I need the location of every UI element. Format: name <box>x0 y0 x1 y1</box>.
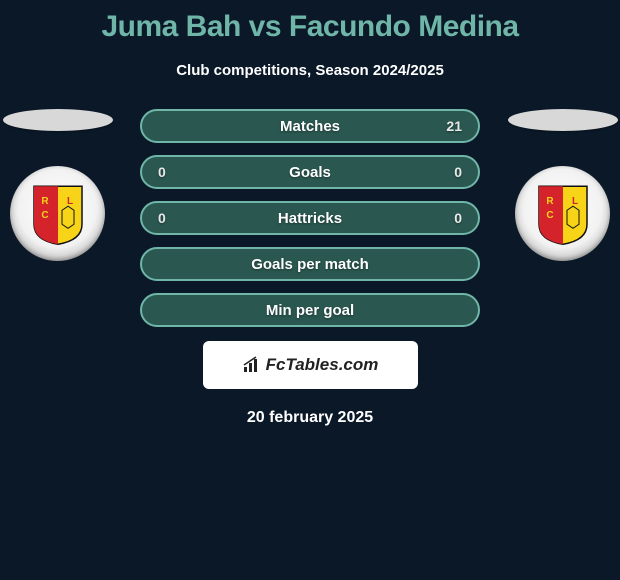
svg-text:L: L <box>66 196 72 207</box>
lens-shield-icon: R C L <box>537 184 589 246</box>
chart-icon <box>242 356 262 374</box>
subtitle: Club competitions, Season 2024/2025 <box>0 62 620 79</box>
stat-left-value: 0 <box>158 210 166 226</box>
svg-text:L: L <box>571 196 577 207</box>
player-right-column: R C L <box>505 109 620 261</box>
stat-left-value: 0 <box>158 164 166 180</box>
date-text: 20 february 2025 <box>0 409 620 427</box>
stat-row-matches: Matches 21 <box>140 109 480 143</box>
stat-right-value: 0 <box>454 164 462 180</box>
player-left-column: R C L <box>0 109 115 261</box>
page-title: Juma Bah vs Facundo Medina <box>0 0 620 44</box>
stat-right-value: 0 <box>454 210 462 226</box>
stat-label: Min per goal <box>142 302 478 319</box>
stat-label: Goals per match <box>142 256 478 273</box>
comparison-area: R C L R C L Matches 21 <box>0 109 620 329</box>
stat-label: Hattricks <box>142 210 478 227</box>
stat-label: Matches <box>142 118 478 135</box>
svg-text:R: R <box>41 196 49 207</box>
stat-row-min-per-goal: Min per goal <box>140 293 480 327</box>
watermark-badge: FcTables.com <box>203 341 418 389</box>
stat-label: Goals <box>142 164 478 181</box>
stat-row-hattricks: 0 Hattricks 0 <box>140 201 480 235</box>
svg-text:C: C <box>546 210 553 221</box>
club-badge-left: R C L <box>10 166 105 261</box>
player-left-avatar-placeholder <box>3 109 113 131</box>
stat-row-goals-per-match: Goals per match <box>140 247 480 281</box>
watermark-text: FcTables.com <box>266 355 379 375</box>
club-badge-right: R C L <box>515 166 610 261</box>
stat-right-value: 21 <box>446 118 462 134</box>
svg-text:R: R <box>546 196 554 207</box>
stats-list: Matches 21 0 Goals 0 0 Hattricks 0 Goals… <box>140 109 480 339</box>
player-right-avatar-placeholder <box>508 109 618 131</box>
lens-shield-icon: R C L <box>32 184 84 246</box>
stat-row-goals: 0 Goals 0 <box>140 155 480 189</box>
svg-text:C: C <box>41 210 48 221</box>
